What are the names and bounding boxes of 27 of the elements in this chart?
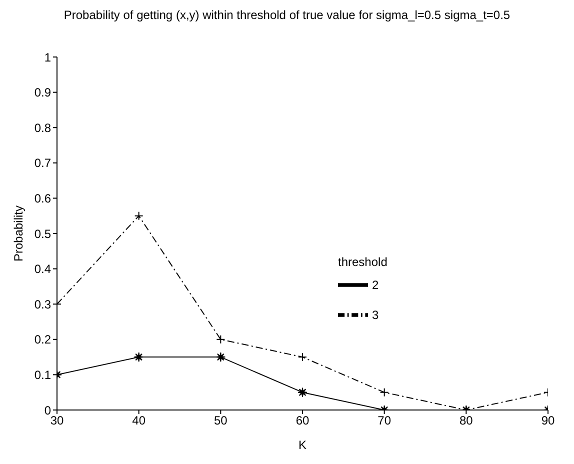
x-tick-label: 70 <box>378 414 392 428</box>
point <box>298 387 308 398</box>
x-tick-label: 40 <box>132 414 146 428</box>
y-tick-label: 0.4 <box>34 262 52 276</box>
y-tick-label: 0.5 <box>34 226 52 241</box>
y-tick-label: 0.2 <box>34 332 52 347</box>
legend-label: 2 <box>372 278 379 292</box>
x-axis-title: K <box>298 438 307 452</box>
x-tick-label: 50 <box>214 414 228 428</box>
y-tick-label: 0 <box>44 403 52 418</box>
y-tick-label: 1 <box>44 50 52 64</box>
y-axis-title: Probability <box>11 205 26 262</box>
y-tick-label: 0.9 <box>34 86 52 100</box>
x-tick-label: 30 <box>50 414 64 428</box>
point <box>134 352 144 362</box>
chart-title: Probability of getting (x,y) within threshold of true value for sigma_l=0.5 sigma_t=0.5 <box>62 8 512 22</box>
y-tick-label: 0.6 <box>34 191 52 206</box>
y-tick-label: 0.8 <box>34 120 52 135</box>
y-tick-label: 0.3 <box>34 297 52 312</box>
point <box>216 352 226 362</box>
y-tick-label: 0.1 <box>34 368 52 382</box>
x-tick-label: 80 <box>459 414 474 428</box>
y-tick-label: 0.7 <box>34 156 52 170</box>
legend-label: 3 <box>372 308 379 322</box>
x-tick-label: 90 <box>541 414 555 428</box>
legend-title: threshold <box>338 255 388 269</box>
x-tick-label: 60 <box>296 414 310 428</box>
